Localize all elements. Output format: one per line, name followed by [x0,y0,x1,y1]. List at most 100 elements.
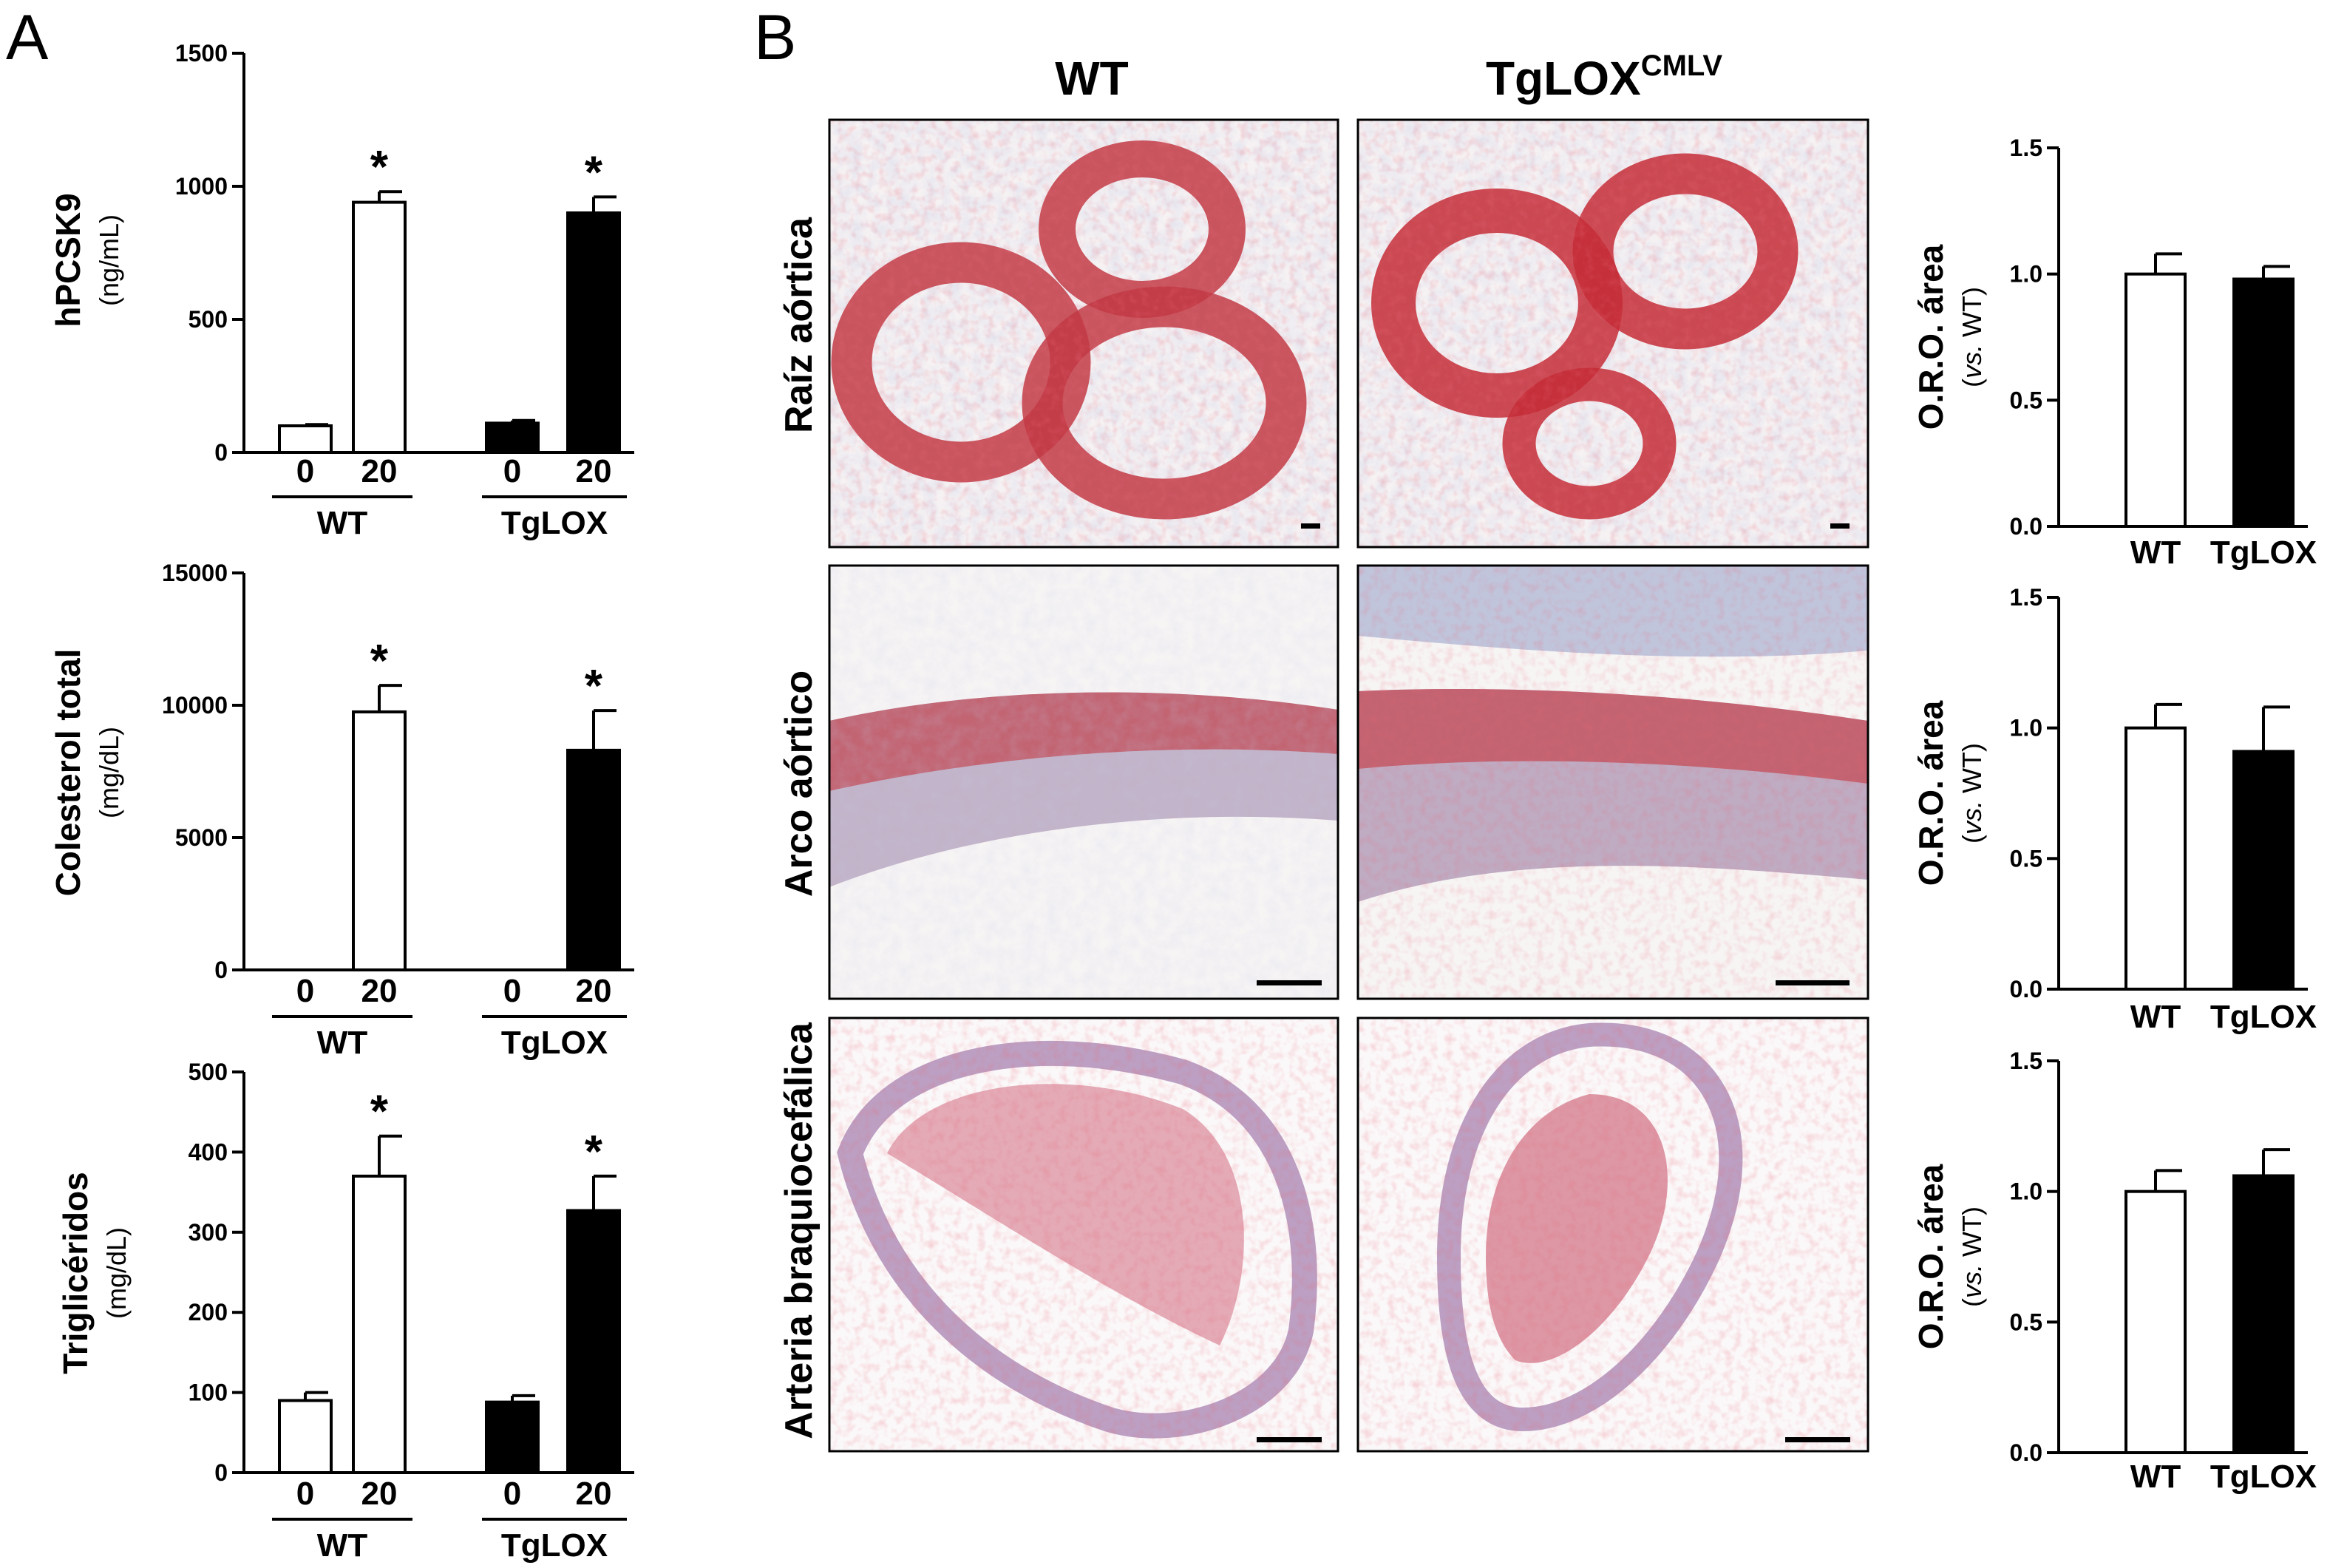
y-tick-label: 10000 [162,692,228,719]
x-category-label: WT [2130,999,2181,1035]
y-axis-unit: (vs. WT) [1957,743,1987,844]
significance-marker: * [585,661,603,712]
y-axis-title: O.R.O. área [1912,1164,1950,1349]
y-tick-label: 500 [188,306,228,333]
bar [352,200,407,454]
bar [352,1174,407,1475]
group-label: TgLOX [501,1025,608,1061]
micrograph-wt-aortic-arch [828,564,1339,1000]
bar [485,421,540,455]
bar [2124,726,2187,991]
x-category-label: 20 [576,973,612,1009]
y-axis-title: O.R.O. área [1912,244,1950,430]
bar [278,1399,333,1474]
y-tick-label: 0.0 [2010,976,2042,1002]
y-tick-label: 5000 [175,824,228,851]
column-header-wt: WT [1055,52,1129,105]
x-category-label: 0 [296,453,314,489]
panel-label-b: B [754,2,796,73]
y-tick-label: 1.0 [2010,261,2042,288]
chart-1: 0 500 1000 1500 0 * 20 0 * 20 WT TgLOX hPCSK9 (ng/mL) [49,40,634,541]
y-tick-label: 200 [188,1299,228,1326]
bar [2124,1189,2187,1454]
micrograph-tglox-brachiocephalic [1356,1017,1869,1453]
y-tick-label: 0 [214,1459,228,1486]
y-tick-label: 0.0 [2010,513,2042,540]
x-category-label: 20 [361,973,398,1009]
y-tick-label: 100 [188,1379,228,1406]
y-tick-label: 300 [188,1219,228,1246]
x-category-label: TgLOX [2210,999,2317,1035]
column-header-tglox: TgLOXCMLV [1486,50,1722,105]
bar [485,1400,540,1475]
bar [566,211,621,454]
significance-marker: * [585,1127,603,1178]
x-category-label: 0 [296,973,314,1009]
y-axis-unit: (vs. WT) [1957,1206,1987,1307]
y-axis-unit-italic: vs. [1957,345,1987,379]
y-tick-label: 0.5 [2010,845,2042,872]
group-label: WT [317,1527,368,1564]
x-category-label: WT [2130,534,2181,571]
chart-4: 0.0 0.5 1.0 1.5 WT TgLOX O.R.O. área (vs. WT) [1912,135,2317,571]
micrograph-tglox-aortic-root [1356,118,1869,549]
x-category-label: 0 [503,973,521,1009]
micrograph-wt-brachiocephalic [828,1017,1339,1453]
y-tick-label: 0.0 [2010,1439,2042,1466]
x-category-label: 0 [296,1476,314,1512]
x-category-label: TgLOX [2210,1459,2317,1495]
significance-marker: * [370,142,389,193]
y-axis-unit-open: ( [1957,1298,1987,1307]
y-tick-label: 1.5 [2010,135,2042,161]
y-axis-unit-italic: vs. [1957,1264,1987,1298]
bar [2124,272,2187,528]
row-header-arco-aortico: Arco aórtico [778,671,821,897]
y-tick-label: 15000 [162,560,228,586]
significance-marker: * [370,1087,389,1138]
x-category-label: 0 [503,1476,521,1512]
y-tick-label: 0 [214,439,228,466]
y-tick-label: 1500 [175,40,228,67]
y-axis-title: Triglicéridos [56,1172,95,1374]
x-category-label: 20 [361,1476,398,1512]
y-axis-unit-open: ( [1957,379,1987,387]
group-label: TgLOX [501,505,608,541]
bar [566,1209,621,1474]
column-header-tglox-superscript: CMLV [1641,50,1723,82]
y-tick-label: 1.0 [2010,1178,2042,1205]
x-category-label: TgLOX [2210,534,2317,571]
y-tick-label: 0 [214,957,228,983]
group-label: WT [317,1025,368,1061]
x-category-label: 20 [576,453,612,489]
bar [352,710,407,971]
y-tick-label: 1.5 [2010,1048,2042,1074]
column-header-tglox-main: TgLOX [1486,52,1641,105]
panel-label-a: A [6,2,49,73]
y-axis-unit: (mg/dL) [94,727,124,818]
y-tick-label: 500 [188,1059,228,1085]
y-tick-label: 0.5 [2010,387,2042,413]
significance-marker: * [585,147,603,198]
y-axis-unit: (vs. WT) [1957,287,1987,387]
y-axis-unit-italic: vs. [1957,801,1987,835]
y-tick-label: 1000 [175,173,228,200]
y-axis-unit-open: ( [1957,835,1987,844]
y-axis-unit-rest: WT) [1957,743,1987,801]
y-axis-unit-rest: WT) [1957,1206,1987,1264]
bar [2232,1174,2295,1454]
y-axis-unit: (ng/mL) [94,214,124,306]
group-label: TgLOX [501,1527,608,1564]
bar [2232,750,2295,991]
y-axis-title: hPCSK9 [49,193,87,327]
row-header-raiz-aortica: Raíz aórtica [778,217,821,433]
y-tick-label: 1.5 [2010,584,2042,611]
y-axis-unit: (mg/dL) [101,1227,132,1319]
bar [278,424,333,454]
micrograph-tglox-aortic-arch [1356,564,1869,1000]
y-tick-label: 400 [188,1138,228,1165]
significance-marker: * [370,636,389,687]
